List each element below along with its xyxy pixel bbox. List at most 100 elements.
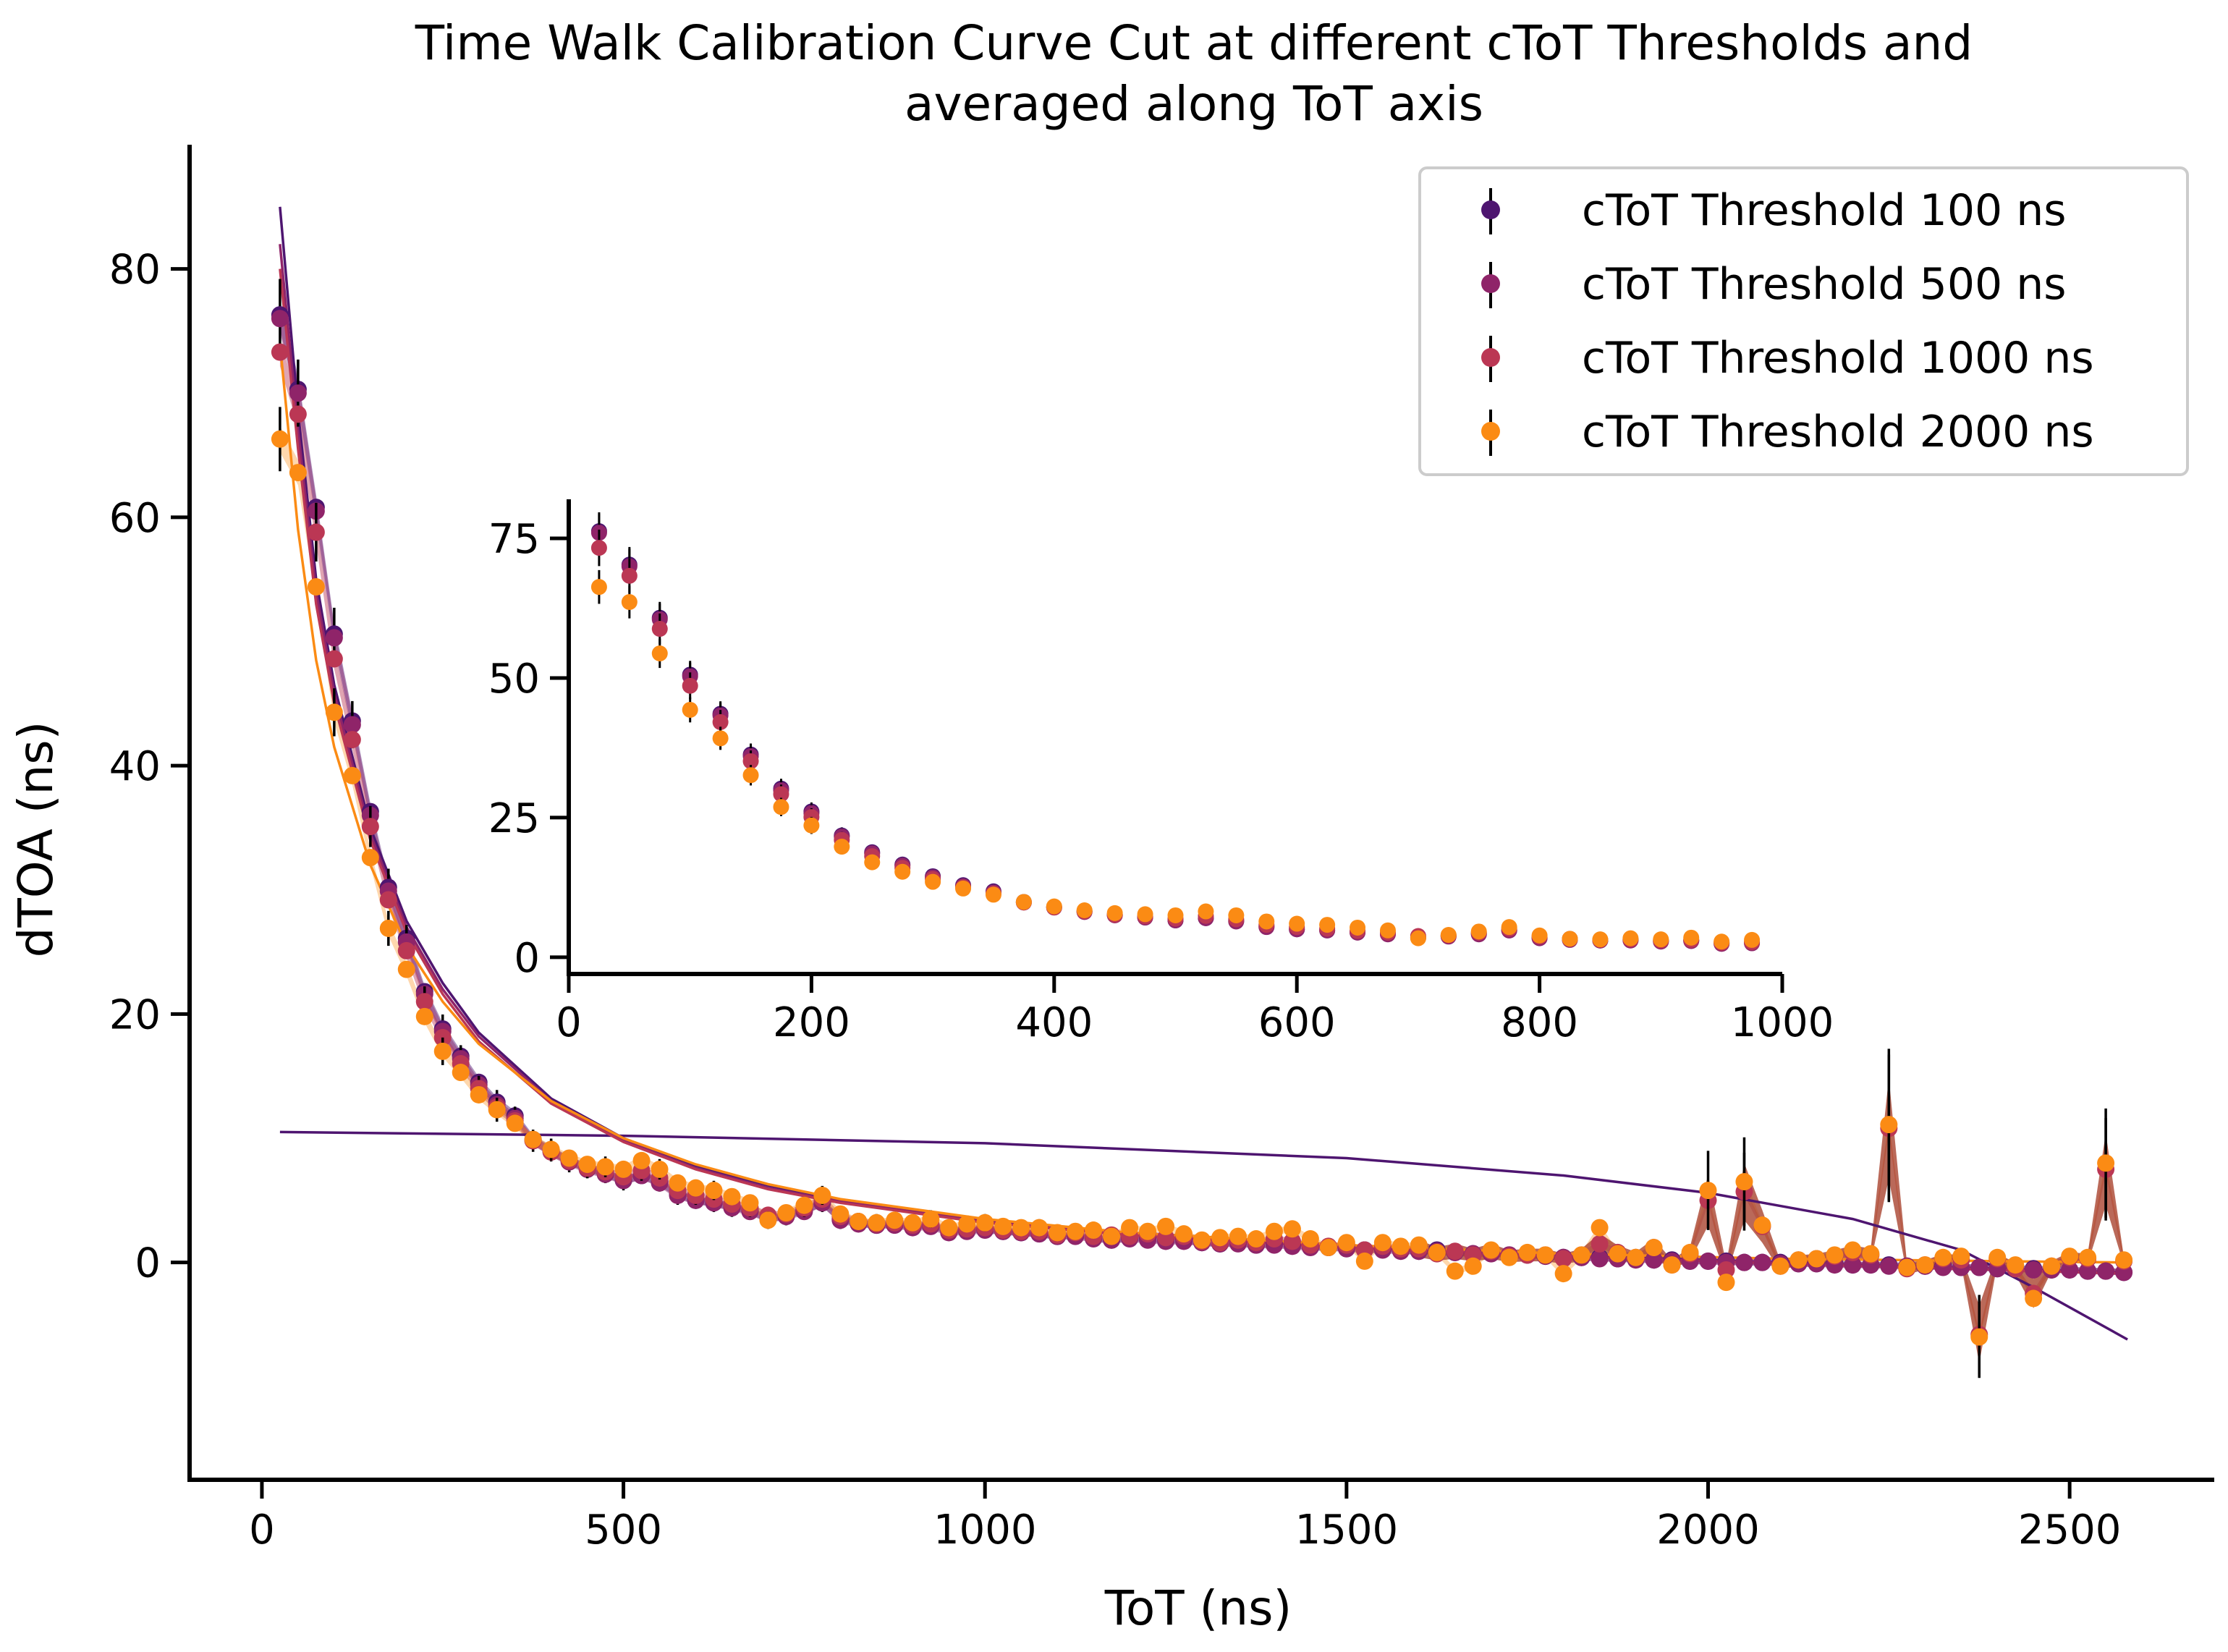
inset-data-point — [773, 799, 789, 816]
data-point — [2079, 1248, 2097, 1266]
data-point — [1681, 1243, 1699, 1261]
inset-data-point — [712, 730, 729, 747]
x-tick-label: 2500 — [2018, 1507, 2122, 1554]
y-tick-label: 80 — [109, 247, 161, 294]
inset-data-point — [925, 873, 941, 890]
data-point — [1753, 1253, 1771, 1271]
data-point — [1301, 1230, 1319, 1248]
data-point — [705, 1182, 723, 1200]
data-point — [1067, 1222, 1085, 1240]
data-point — [1175, 1225, 1193, 1243]
data-point — [922, 1210, 940, 1228]
data-point — [1970, 1328, 1988, 1346]
inset-data-point — [834, 839, 850, 855]
data-point — [325, 650, 343, 668]
data-point — [325, 629, 343, 647]
inset-data-point — [651, 645, 668, 662]
data-point — [1590, 1250, 1609, 1268]
inset-plot: 0 200 400 600 800 1000 0 25 50 75 — [488, 492, 1834, 1046]
data-point — [1916, 1256, 1934, 1274]
inset-data-point — [590, 540, 607, 556]
inset-data-point — [1106, 905, 1123, 921]
chart-title: Time Walk Calibration Curve Cut at diffe… — [415, 15, 1973, 71]
data-point — [1103, 1227, 1121, 1245]
data-point — [1410, 1236, 1428, 1254]
y-axis-label: dTOA (ns) — [8, 721, 64, 958]
inset-y-tick-label: 0 — [514, 935, 540, 982]
data-point — [1663, 1256, 1681, 1274]
data-point — [289, 405, 307, 423]
data-point — [1283, 1220, 1301, 1238]
data-point — [1771, 1257, 1789, 1275]
inset-data-point — [985, 886, 1001, 903]
data-point — [777, 1204, 795, 1221]
inset-x-tick-label: 600 — [1258, 999, 1336, 1046]
series-4 — [271, 407, 2133, 1378]
inset-data-point — [864, 854, 881, 871]
x-tick-label: 1000 — [933, 1507, 1037, 1554]
data-point — [723, 1187, 741, 1206]
inset-data-point — [1046, 898, 1062, 915]
data-point — [1157, 1217, 1175, 1235]
inset-data-point — [773, 786, 789, 802]
y-tick-label: 0 — [135, 1240, 161, 1287]
data-point — [632, 1151, 651, 1169]
data-point — [1844, 1256, 1862, 1274]
fluctuation-band — [1418, 1077, 2125, 1364]
y-tick-label: 40 — [109, 743, 161, 790]
data-point — [1789, 1251, 1808, 1269]
data-point — [2097, 1262, 2115, 1280]
inset-data-point — [803, 817, 820, 834]
data-point — [307, 523, 325, 541]
inset-data-point — [1379, 922, 1396, 939]
legend-label: cToT Threshold 1000 ns — [1582, 333, 2094, 384]
data-point — [2061, 1248, 2079, 1266]
data-point — [343, 731, 361, 749]
data-point — [1844, 1241, 1862, 1259]
data-point — [651, 1160, 669, 1178]
data-point — [2025, 1289, 2043, 1308]
data-point — [687, 1179, 705, 1197]
inset-data-point — [1228, 907, 1245, 923]
inset-x-tick-label: 200 — [773, 999, 850, 1046]
data-point — [1229, 1227, 1247, 1245]
data-point — [488, 1101, 506, 1119]
y-tick-label: 20 — [109, 991, 161, 1038]
data-point — [1536, 1246, 1554, 1264]
data-point — [1753, 1216, 1771, 1234]
data-point — [1934, 1248, 1952, 1266]
inset-data-point — [621, 567, 638, 584]
data-point — [1699, 1252, 1717, 1270]
data-point — [1717, 1274, 1735, 1292]
data-point — [524, 1130, 542, 1148]
data-point — [361, 849, 379, 867]
data-point — [1464, 1257, 1482, 1275]
data-point — [1428, 1243, 1446, 1261]
data-point — [578, 1156, 596, 1174]
data-point — [2115, 1251, 2133, 1269]
data-point — [1808, 1250, 1826, 1268]
data-point — [2043, 1257, 2061, 1275]
data-point — [741, 1194, 759, 1212]
inset-data-point — [1410, 930, 1426, 946]
data-point — [271, 343, 289, 361]
data-point — [307, 577, 325, 596]
inset-data-point — [590, 579, 607, 596]
data-point — [470, 1085, 488, 1104]
data-point — [452, 1064, 470, 1082]
legend-box — [1418, 166, 2189, 476]
data-point — [1500, 1248, 1518, 1266]
data-point — [1030, 1219, 1049, 1237]
inset-data-point — [651, 621, 668, 637]
inset-data-point — [955, 880, 972, 897]
data-point — [850, 1213, 868, 1231]
data-point — [1012, 1219, 1030, 1237]
x-tick-label: 2000 — [1656, 1507, 1760, 1554]
data-point — [415, 993, 433, 1011]
inset-x-tick-label: 800 — [1501, 999, 1578, 1046]
legend-label: cToT Threshold 100 ns — [1582, 185, 2067, 236]
data-point — [1518, 1243, 1536, 1261]
data-point — [1880, 1116, 1898, 1134]
inset-x-tick-label: 400 — [1015, 999, 1093, 1046]
